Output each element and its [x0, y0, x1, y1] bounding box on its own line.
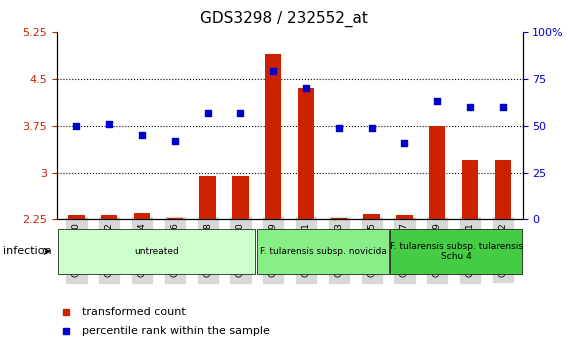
Point: [170, 138, 179, 143]
Bar: [429, 126, 445, 219]
FancyBboxPatch shape: [390, 229, 521, 274]
Bar: [331, 218, 347, 219]
Point: [61, 328, 70, 333]
FancyBboxPatch shape: [257, 229, 389, 274]
Bar: [495, 160, 511, 219]
Bar: [396, 215, 413, 219]
Bar: [199, 176, 216, 219]
Point: [433, 98, 442, 104]
FancyBboxPatch shape: [58, 229, 256, 274]
Point: [105, 121, 114, 127]
Text: GDS3298 / 232552_at: GDS3298 / 232552_at: [200, 11, 368, 27]
Bar: [364, 215, 380, 219]
Bar: [232, 176, 249, 219]
Text: infection: infection: [3, 246, 52, 256]
Bar: [265, 54, 282, 219]
Bar: [462, 160, 478, 219]
Bar: [101, 215, 118, 219]
Bar: [134, 213, 151, 219]
Point: [335, 125, 344, 130]
Point: [498, 104, 507, 110]
Text: F. tularensis subsp. novicida: F. tularensis subsp. novicida: [260, 247, 386, 256]
Text: transformed count: transformed count: [82, 307, 186, 316]
Bar: [298, 88, 314, 219]
Point: [400, 140, 409, 145]
Point: [236, 110, 245, 115]
Point: [466, 104, 475, 110]
Point: [137, 132, 147, 138]
Point: [72, 123, 81, 129]
Text: F. tularensis subsp. tularensis
Schu 4: F. tularensis subsp. tularensis Schu 4: [390, 242, 523, 261]
Point: [203, 110, 212, 115]
Text: percentile rank within the sample: percentile rank within the sample: [82, 326, 270, 336]
Bar: [166, 218, 183, 219]
Point: [269, 68, 278, 74]
Point: [367, 125, 376, 130]
Text: untreated: untreated: [134, 247, 179, 256]
Point: [61, 309, 70, 314]
Bar: [68, 215, 85, 219]
Point: [302, 85, 311, 91]
